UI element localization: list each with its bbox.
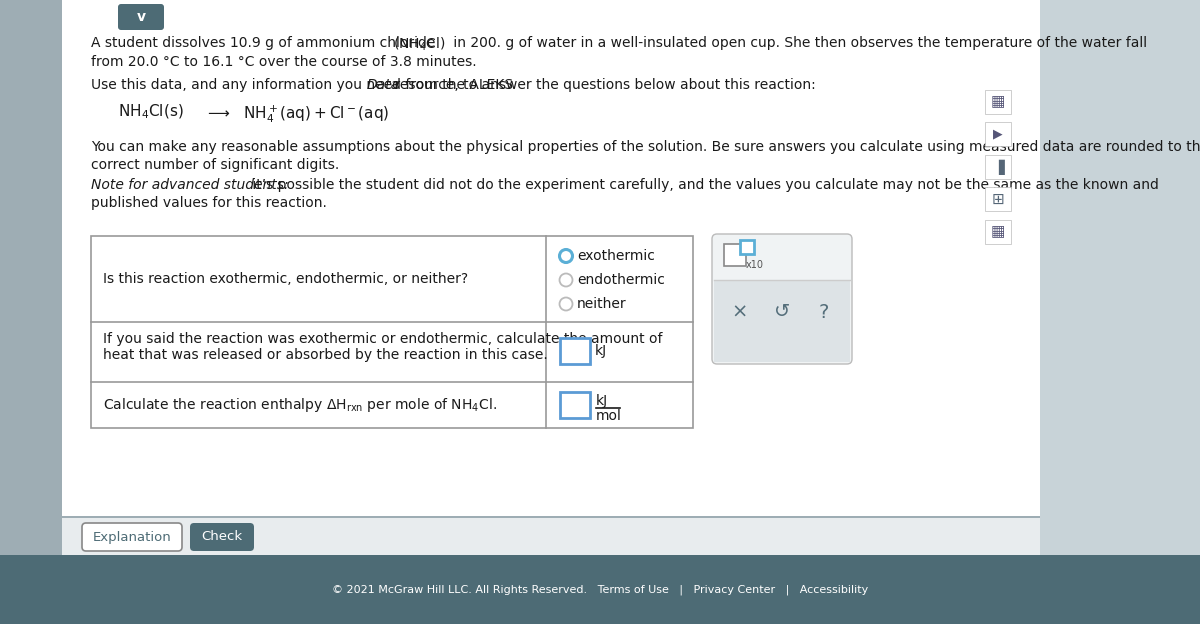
FancyBboxPatch shape (560, 392, 590, 418)
FancyBboxPatch shape (0, 555, 1200, 624)
Text: published values for this reaction.: published values for this reaction. (91, 196, 326, 210)
FancyBboxPatch shape (91, 236, 694, 428)
FancyBboxPatch shape (118, 4, 164, 30)
FancyBboxPatch shape (190, 523, 254, 551)
FancyBboxPatch shape (985, 155, 1010, 179)
Text: Explanation: Explanation (92, 530, 172, 544)
Text: Is this reaction exothermic, endothermic, or neither?: Is this reaction exothermic, endothermic… (103, 272, 468, 286)
Text: it’s possible the student did not do the experiment carefully, and the values yo: it’s possible the student did not do the… (248, 178, 1159, 192)
FancyBboxPatch shape (985, 220, 1010, 244)
Text: $\longrightarrow$: $\longrightarrow$ (205, 105, 232, 120)
Circle shape (559, 250, 572, 263)
Text: ▦: ▦ (991, 94, 1006, 109)
Text: ▦: ▦ (991, 225, 1006, 240)
Text: endothermic: endothermic (577, 273, 665, 287)
Text: Use this data, and any information you need from the ALEKS: Use this data, and any information you n… (91, 78, 517, 92)
Text: from 20.0 °C to 16.1 °C over the course of 3.8 minutes.: from 20.0 °C to 16.1 °C over the course … (91, 55, 476, 69)
Text: $\mathdefault{NH_4^+(aq) + Cl^-(aq)}$: $\mathdefault{NH_4^+(aq) + Cl^-(aq)}$ (242, 103, 389, 125)
Text: $\mathdefault{(NH_4Cl)}$: $\mathdefault{(NH_4Cl)}$ (394, 36, 445, 54)
Text: ?: ? (818, 303, 829, 321)
FancyBboxPatch shape (985, 90, 1010, 114)
Text: Data: Data (367, 78, 400, 92)
Text: kJ: kJ (596, 394, 608, 408)
FancyBboxPatch shape (740, 240, 754, 254)
FancyBboxPatch shape (82, 523, 182, 551)
Text: Check: Check (202, 530, 242, 544)
Text: $\mathdefault{NH_4Cl(s)}$: $\mathdefault{NH_4Cl(s)}$ (118, 103, 184, 122)
FancyBboxPatch shape (1040, 0, 1200, 555)
Circle shape (559, 273, 572, 286)
Text: x10: x10 (746, 260, 764, 270)
FancyBboxPatch shape (62, 518, 1040, 556)
Text: ▐: ▐ (992, 159, 1004, 175)
Text: resource, to answer the questions below about this reaction:: resource, to answer the questions below … (390, 78, 816, 92)
FancyBboxPatch shape (0, 0, 62, 624)
FancyBboxPatch shape (985, 187, 1010, 211)
Text: neither: neither (577, 297, 626, 311)
Text: heat that was released or absorbed by the reaction in this case.: heat that was released or absorbed by th… (103, 348, 547, 362)
Text: You can make any reasonable assumptions about the physical properties of the sol: You can make any reasonable assumptions … (91, 140, 1200, 154)
Text: ↺: ↺ (774, 303, 790, 321)
FancyBboxPatch shape (560, 338, 590, 364)
FancyBboxPatch shape (985, 122, 1010, 146)
Text: Calculate the reaction enthalpy $\mathdefault{\Delta H_{rxn}}$ per mole of $\mat: Calculate the reaction enthalpy $\mathde… (103, 396, 497, 414)
Text: in 200. g of water in a well-insulated open cup. She then observes the temperatu: in 200. g of water in a well-insulated o… (449, 36, 1147, 50)
FancyBboxPatch shape (714, 281, 850, 362)
FancyBboxPatch shape (712, 234, 852, 364)
Text: ×: × (732, 303, 748, 321)
Text: exothermic: exothermic (577, 249, 655, 263)
Text: mol: mol (596, 409, 622, 423)
Text: correct number of significant digits.: correct number of significant digits. (91, 158, 340, 172)
Circle shape (559, 298, 572, 311)
Text: If you said the reaction was exothermic or endothermic, calculate the amount of: If you said the reaction was exothermic … (103, 332, 662, 346)
Text: ⊞: ⊞ (991, 192, 1004, 207)
Text: © 2021 McGraw Hill LLC. All Rights Reserved.   Terms of Use   |   Privacy Center: © 2021 McGraw Hill LLC. All Rights Reser… (332, 584, 868, 595)
Text: kJ: kJ (595, 344, 607, 358)
Text: v: v (137, 10, 145, 24)
Text: ▶: ▶ (994, 127, 1003, 140)
FancyBboxPatch shape (724, 244, 746, 266)
FancyBboxPatch shape (62, 0, 1040, 516)
Text: A student dissolves 10.9 g of ammonium chloride: A student dissolves 10.9 g of ammonium c… (91, 36, 439, 50)
Text: Note for advanced students:: Note for advanced students: (91, 178, 289, 192)
